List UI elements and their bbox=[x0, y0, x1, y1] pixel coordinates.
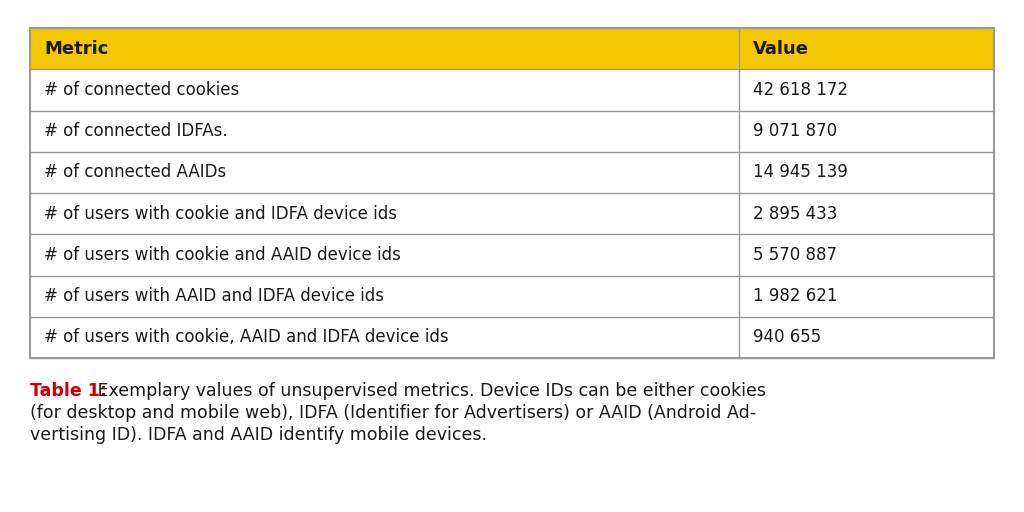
Text: # of connected IDFAs.: # of connected IDFAs. bbox=[44, 122, 227, 140]
Text: vertising ID). IDFA and AAID identify mobile devices.: vertising ID). IDFA and AAID identify mo… bbox=[30, 426, 487, 444]
Text: Exemplary values of unsupervised metrics. Device IDs can be either cookies: Exemplary values of unsupervised metrics… bbox=[92, 382, 766, 400]
Bar bbox=[30, 111, 994, 152]
Bar bbox=[30, 234, 994, 275]
Bar bbox=[30, 28, 994, 358]
Text: # of connected cookies: # of connected cookies bbox=[44, 81, 240, 99]
Text: # of users with cookie and IDFA device ids: # of users with cookie and IDFA device i… bbox=[44, 205, 397, 223]
Text: Metric: Metric bbox=[44, 39, 109, 58]
Text: # of connected AAIDs: # of connected AAIDs bbox=[44, 163, 226, 181]
Text: 42 618 172: 42 618 172 bbox=[753, 81, 848, 99]
Bar bbox=[30, 152, 994, 193]
Text: 5 570 887: 5 570 887 bbox=[753, 246, 837, 264]
Text: 9 071 870: 9 071 870 bbox=[753, 122, 837, 140]
Text: 14 945 139: 14 945 139 bbox=[753, 163, 848, 181]
Text: Table 1:: Table 1: bbox=[30, 382, 106, 400]
Bar bbox=[30, 69, 994, 111]
Text: 2 895 433: 2 895 433 bbox=[753, 205, 837, 223]
Text: 1 982 621: 1 982 621 bbox=[753, 287, 837, 305]
Text: Value: Value bbox=[753, 39, 809, 58]
Text: # of users with cookie, AAID and IDFA device ids: # of users with cookie, AAID and IDFA de… bbox=[44, 328, 449, 347]
Text: (for desktop and mobile web), IDFA (Identifier for Advertisers) or AAID (Android: (for desktop and mobile web), IDFA (Iden… bbox=[30, 404, 756, 422]
Text: # of users with AAID and IDFA device ids: # of users with AAID and IDFA device ids bbox=[44, 287, 384, 305]
Bar bbox=[30, 193, 994, 234]
Bar bbox=[30, 28, 994, 69]
Bar bbox=[30, 275, 994, 317]
Text: # of users with cookie and AAID device ids: # of users with cookie and AAID device i… bbox=[44, 246, 400, 264]
Bar bbox=[30, 317, 994, 358]
Text: 940 655: 940 655 bbox=[753, 328, 821, 347]
